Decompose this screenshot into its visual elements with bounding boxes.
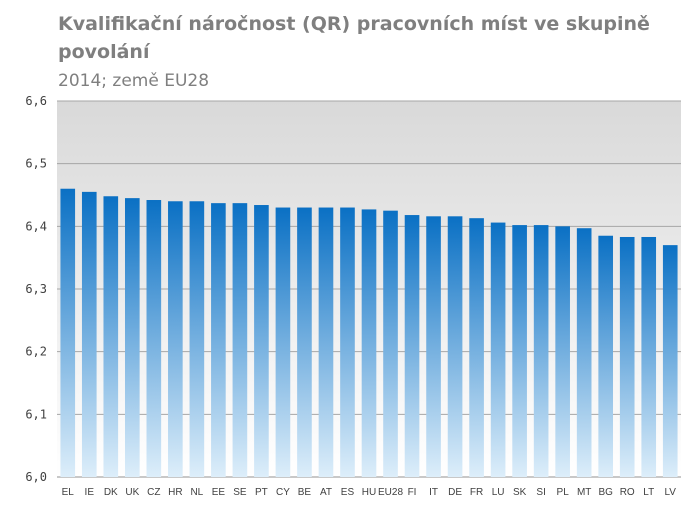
- bar-hr: [168, 201, 183, 477]
- x-category-label: AT: [320, 487, 332, 498]
- x-category-label: FR: [470, 487, 483, 498]
- y-axis-ticks: 6,0 6,1 6,2 6,3 6,4 6,5 6,6: [25, 94, 47, 484]
- x-category-label: PT: [255, 487, 268, 498]
- x-category-label: EE: [212, 487, 226, 498]
- chart-subtitle: 2014; země EU28: [58, 71, 210, 91]
- x-category-label: IE: [85, 487, 95, 498]
- bar-el: [60, 188, 76, 477]
- bar-lv: [662, 245, 678, 477]
- bar-si: [533, 225, 549, 477]
- x-category-label: UK: [125, 487, 139, 498]
- x-category-label: ES: [341, 487, 355, 498]
- x-category-label: BE: [298, 487, 312, 498]
- y-tick-label: 6,5: [25, 157, 47, 171]
- bar-cy: [275, 207, 291, 478]
- bar-lu: [490, 222, 506, 477]
- chart-title: Kvalifikační náročnost (QR) pracovních m…: [58, 13, 650, 63]
- y-tick-label: 6,3: [25, 282, 47, 296]
- bar-sk: [512, 225, 527, 477]
- bar-cz: [146, 200, 162, 477]
- x-category-label: CY: [276, 487, 290, 498]
- x-category-label: LV: [664, 487, 676, 498]
- bar-fr: [469, 218, 484, 478]
- bar-eu28: [383, 210, 398, 477]
- bars: [60, 188, 678, 478]
- x-category-label: LT: [643, 487, 654, 498]
- bar-fi: [404, 215, 420, 477]
- bar-de: [447, 216, 463, 477]
- x-category-label: DK: [104, 487, 118, 498]
- bar-hu: [361, 209, 377, 477]
- bar-ee: [211, 203, 226, 477]
- bar-lt: [641, 236, 657, 477]
- y-tick-label: 6,4: [25, 219, 47, 233]
- x-category-label: RO: [620, 487, 635, 498]
- bar-pt: [254, 205, 269, 477]
- bar-dk: [103, 196, 119, 477]
- x-category-label: MT: [577, 487, 591, 498]
- x-category-label: SI: [536, 487, 545, 498]
- x-axis-categories: EL IE DK UK CZ HR NL EE SE PT CY BE AT ES HU EU28 FI IT DE…: [62, 487, 677, 498]
- bar-pl: [555, 226, 570, 477]
- x-category-label: IT: [429, 487, 438, 498]
- x-category-label: LU: [492, 487, 505, 498]
- y-tick-label: 6,0: [25, 470, 47, 484]
- bar-at: [318, 207, 334, 478]
- y-tick-label: 6,1: [25, 407, 47, 421]
- y-tick-label: 6,2: [25, 345, 47, 359]
- x-category-label: EU28: [378, 487, 403, 498]
- x-category-label: DE: [448, 487, 462, 498]
- bar-es: [340, 207, 355, 478]
- x-category-label: FI: [408, 487, 417, 498]
- bar-ie: [81, 191, 97, 477]
- bar-bg: [598, 235, 614, 477]
- x-category-label: BG: [598, 487, 613, 498]
- bar-be: [297, 207, 312, 478]
- bar-mt: [576, 228, 592, 477]
- bar-se: [232, 203, 248, 477]
- y-tick-label: 6,6: [25, 94, 47, 108]
- x-category-label: CZ: [147, 487, 160, 498]
- bar-it: [426, 216, 441, 477]
- x-category-label: NL: [190, 487, 203, 498]
- bar-uk: [124, 198, 140, 477]
- x-category-label: PL: [557, 487, 570, 498]
- x-category-label: SE: [233, 487, 247, 498]
- x-category-label: EL: [62, 487, 75, 498]
- x-category-label: HU: [362, 487, 376, 498]
- x-category-label: HR: [168, 487, 182, 498]
- bar-nl: [189, 201, 205, 477]
- x-category-label: SK: [513, 487, 527, 498]
- bar-ro: [619, 236, 635, 477]
